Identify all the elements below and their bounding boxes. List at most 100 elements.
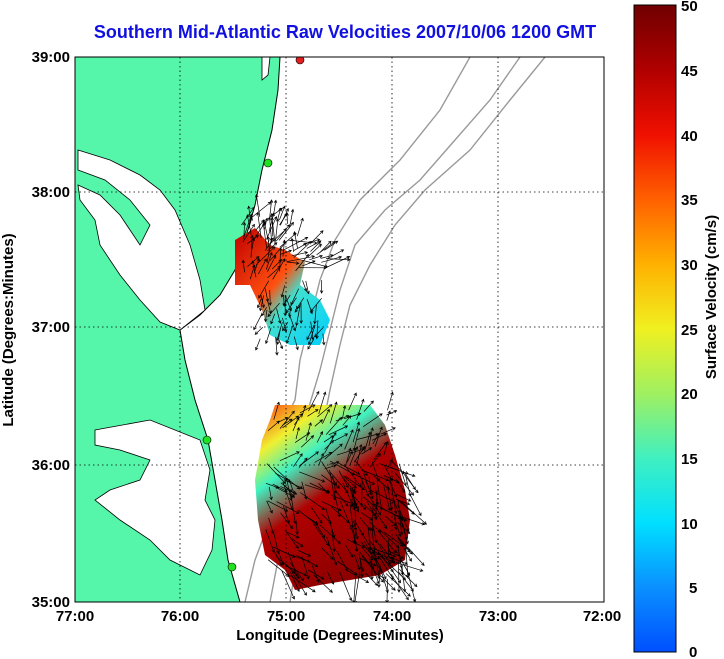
velocity-vector bbox=[339, 571, 353, 602]
velocity-vector bbox=[299, 302, 303, 324]
velocity-vector bbox=[354, 460, 368, 477]
velocity-vector bbox=[385, 573, 411, 597]
velocity-vector bbox=[247, 256, 260, 267]
velocity-vector bbox=[268, 212, 275, 232]
velocity-vector bbox=[266, 216, 278, 240]
velocity-vector bbox=[293, 336, 299, 351]
velocity-vector bbox=[376, 479, 384, 511]
velocity-vector bbox=[265, 327, 272, 345]
velocity-vector bbox=[285, 297, 297, 314]
x-tick-label: 72:00 bbox=[583, 608, 621, 625]
velocity-vector bbox=[405, 475, 412, 497]
velocity-vector bbox=[242, 223, 255, 242]
velocity-vector bbox=[374, 426, 383, 447]
velocity-vector bbox=[270, 313, 276, 325]
velocity-vector bbox=[389, 478, 398, 515]
velocity-vector bbox=[359, 478, 364, 508]
velocity-vector bbox=[290, 575, 316, 593]
velocity-vector bbox=[397, 560, 401, 593]
velocity-vector bbox=[359, 559, 364, 578]
velocity-vector bbox=[275, 336, 279, 356]
velocity-vector bbox=[362, 547, 374, 561]
velocity-vector bbox=[327, 249, 345, 259]
velocity-vector bbox=[396, 498, 415, 515]
x-tick-label: 73:00 bbox=[479, 608, 517, 625]
velocity-vectors bbox=[241, 193, 427, 602]
velocity-vector bbox=[321, 513, 332, 524]
velocity-vector bbox=[262, 219, 270, 243]
velocity-vector bbox=[318, 452, 325, 466]
velocity-vector bbox=[305, 422, 312, 441]
velocity-vector bbox=[321, 501, 342, 512]
velocity-vector bbox=[314, 327, 324, 338]
colorbar-label: Surface Velocity (cm/s) bbox=[703, 215, 720, 379]
velocity-vector bbox=[256, 211, 262, 238]
velocity-vector bbox=[336, 550, 348, 572]
velocity-vector bbox=[296, 217, 304, 237]
pamlico-sound bbox=[94, 419, 216, 576]
velocity-vector bbox=[352, 421, 361, 443]
velocity-vector bbox=[298, 266, 328, 270]
velocity-vector bbox=[247, 217, 253, 230]
velocity-vector bbox=[386, 410, 391, 421]
velocity-vector bbox=[321, 255, 343, 263]
velocity-vector bbox=[261, 222, 267, 248]
colorbar-tick-label: 0 bbox=[689, 644, 697, 659]
velocity-vector bbox=[320, 254, 334, 259]
velocity-vector bbox=[318, 391, 327, 415]
velocity-vector bbox=[305, 280, 310, 295]
velocity-vector bbox=[348, 392, 357, 411]
velocity-vector bbox=[253, 257, 260, 273]
velocity-vector bbox=[279, 451, 300, 462]
velocity-vector bbox=[266, 463, 287, 485]
velocity-vector bbox=[315, 523, 325, 539]
velocity-vector bbox=[285, 325, 294, 344]
velocity-vector bbox=[395, 478, 406, 494]
velocity-vector bbox=[274, 552, 283, 567]
velocity-vector bbox=[278, 339, 284, 350]
y-tick-label: 39:00 bbox=[32, 49, 70, 66]
velocity-vector bbox=[382, 508, 408, 521]
velocity-vector bbox=[386, 538, 391, 557]
velocity-vector bbox=[314, 419, 324, 427]
velocity-vector bbox=[373, 441, 387, 460]
station-marker bbox=[263, 158, 273, 168]
velocity-vector bbox=[390, 573, 409, 601]
velocity-vector bbox=[311, 507, 323, 524]
velocity-vector bbox=[324, 464, 337, 470]
velocity-vector bbox=[310, 240, 322, 252]
x-tick-label: 74:00 bbox=[373, 608, 411, 625]
velocity-vector bbox=[273, 401, 280, 420]
velocity-vector bbox=[322, 408, 330, 424]
velocity-vector bbox=[293, 230, 298, 249]
velocity-vector bbox=[372, 525, 378, 544]
velocity-vector bbox=[379, 575, 396, 591]
velocity-vector bbox=[395, 562, 424, 572]
velocity-vector bbox=[331, 529, 336, 553]
velocity-vector bbox=[398, 513, 409, 545]
velocity-vector bbox=[368, 495, 382, 516]
velocity-vector bbox=[299, 404, 316, 414]
colorbar: 50 45 40 35 30 25 20 15 10 5 0 Surface V… bbox=[633, 0, 720, 659]
velocity-vector bbox=[356, 443, 363, 466]
velocity-vector bbox=[324, 240, 339, 251]
x-tick-label: 77:00 bbox=[56, 608, 94, 625]
velocity-vector bbox=[365, 547, 380, 560]
velocity-vector bbox=[338, 470, 349, 489]
velocity-vector bbox=[286, 481, 293, 502]
velocity-vector bbox=[352, 575, 357, 602]
velocity-vector bbox=[272, 258, 286, 280]
velocity-vector bbox=[302, 238, 321, 246]
velocity-vector bbox=[347, 570, 370, 583]
velocity-vector bbox=[268, 486, 273, 501]
velocity-vector bbox=[342, 415, 352, 426]
velocity-vector bbox=[256, 298, 262, 309]
colorbar-tick-label: 30 bbox=[681, 257, 698, 274]
velocity-vector bbox=[384, 532, 404, 547]
velocity-vector bbox=[267, 500, 289, 512]
velocity-vector bbox=[307, 409, 319, 417]
velocity-vector bbox=[265, 529, 275, 554]
velocity-vector bbox=[265, 251, 273, 270]
velocity-vector bbox=[346, 450, 353, 463]
velocity-vector bbox=[258, 280, 270, 299]
